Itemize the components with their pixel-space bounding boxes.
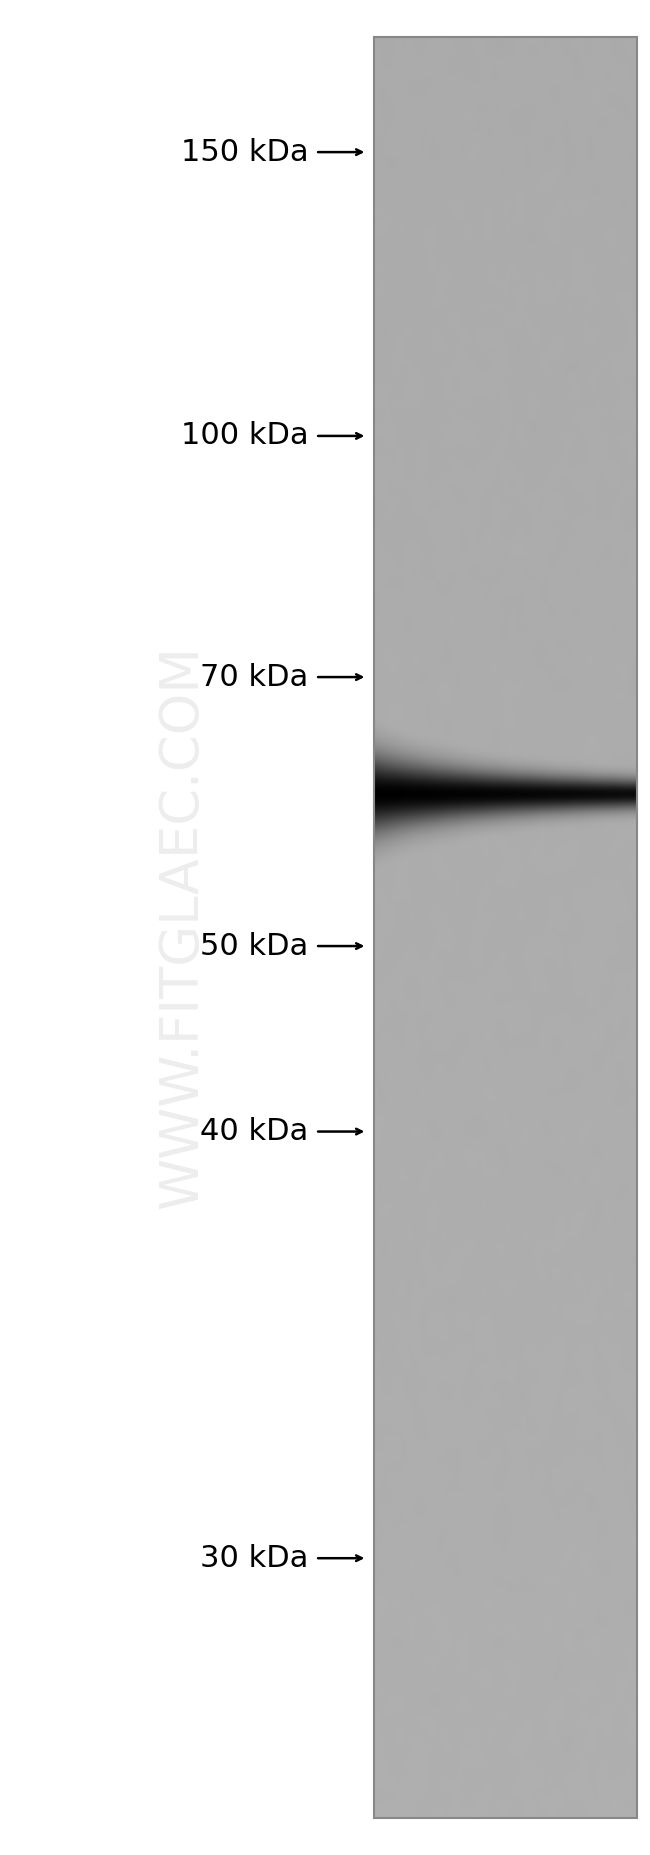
Text: 40 kDa: 40 kDa [200,1117,309,1146]
Text: 70 kDa: 70 kDa [200,662,309,692]
Text: 30 kDa: 30 kDa [200,1543,309,1573]
Text: 50 kDa: 50 kDa [200,931,309,961]
Bar [374,37,637,1818]
Text: 150 kDa: 150 kDa [181,137,309,167]
Text: WWW.FITGLAEC.COM: WWW.FITGLAEC.COM [156,646,208,1209]
Text: 100 kDa: 100 kDa [181,421,309,451]
